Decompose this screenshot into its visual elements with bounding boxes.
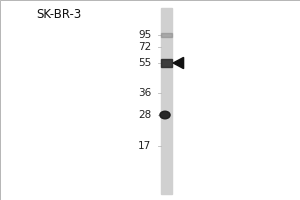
Text: 17: 17: [138, 141, 152, 151]
Text: 36: 36: [138, 88, 152, 98]
Bar: [160, 8, 172, 194]
Text: 28: 28: [138, 110, 152, 120]
Text: 95: 95: [138, 30, 152, 40]
Text: 55: 55: [138, 58, 152, 68]
Polygon shape: [173, 57, 184, 69]
Ellipse shape: [160, 111, 170, 119]
Text: SK-BR-3: SK-BR-3: [36, 8, 81, 21]
Bar: [160, 59, 172, 67]
Text: 72: 72: [138, 42, 152, 52]
Bar: [160, 33, 172, 37]
